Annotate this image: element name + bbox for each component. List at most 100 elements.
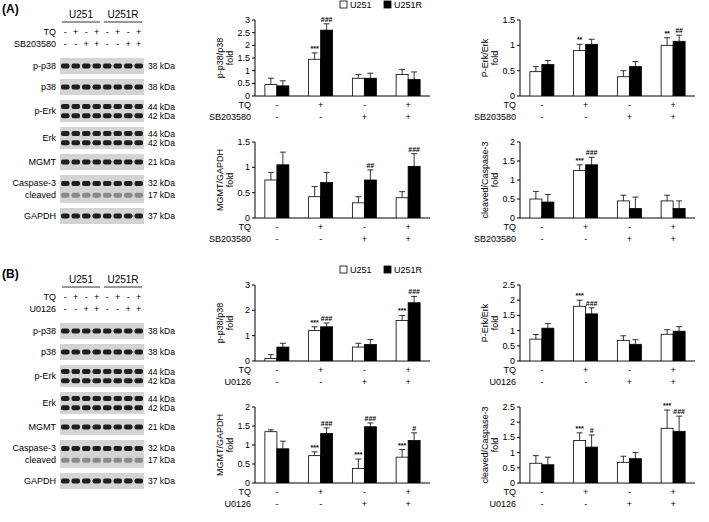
bar — [277, 347, 289, 361]
band — [93, 160, 102, 165]
band — [93, 378, 102, 383]
bar — [629, 459, 641, 483]
y-tick-label: 0.5 — [502, 463, 515, 473]
error-cap — [632, 452, 638, 453]
error-cap — [664, 37, 670, 38]
plot-marks — [530, 35, 685, 96]
error-bar — [577, 165, 583, 171]
row-label: Caspase-3 — [12, 178, 56, 188]
condition-label: U0126 — [224, 377, 251, 387]
error-bar — [533, 335, 539, 340]
condition-sign: - — [540, 100, 543, 110]
band — [103, 104, 112, 109]
band — [93, 350, 102, 355]
y-tick — [517, 300, 520, 301]
error-cap — [268, 172, 274, 173]
treatment-sign: + — [84, 304, 89, 314]
error-cap — [589, 157, 595, 158]
band — [82, 405, 91, 410]
band — [61, 214, 70, 219]
error-bar — [676, 416, 682, 431]
condition-sign: + — [670, 222, 675, 232]
error-cap — [545, 60, 551, 61]
band — [72, 396, 81, 401]
error-cap — [280, 80, 286, 81]
error-cap — [367, 339, 373, 340]
kda-label: 38 kDa — [148, 347, 175, 357]
y-tick — [252, 218, 255, 219]
condition-sign: - — [584, 377, 587, 387]
band — [135, 113, 144, 118]
y-tick-label: 1 — [245, 66, 250, 76]
band — [114, 350, 123, 355]
significance-labels: ***### — [311, 16, 333, 52]
error-cap — [324, 323, 330, 324]
chart: 00.511.522.53p-p38/p38fold***###TQ-+-+SB… — [209, 0, 430, 122]
y-tick — [517, 199, 520, 200]
error-cap — [355, 196, 361, 197]
legend-swatch — [340, 266, 347, 273]
treatment-sign: - — [85, 292, 88, 302]
band — [82, 396, 91, 401]
bar — [542, 202, 554, 218]
error-bar — [577, 300, 583, 306]
chart: 00.511.52MGMT/GAPDHfold*********#######T… — [215, 402, 430, 509]
treatment-sign: + — [126, 39, 131, 49]
error-cap — [367, 169, 373, 170]
condition-sign: + — [670, 377, 675, 387]
error-cap — [620, 456, 626, 457]
treatment-sign: + — [73, 27, 78, 37]
significance: *** — [576, 425, 584, 432]
band — [124, 378, 133, 383]
condition-sign: + — [318, 100, 323, 110]
treatment-sign: + — [136, 27, 141, 37]
band — [82, 329, 91, 334]
significance: *** — [398, 307, 406, 314]
treatment-sign: + — [136, 292, 141, 302]
error-cap — [620, 70, 626, 71]
condition-sign: - — [319, 112, 322, 122]
y-axis-label: MGMT/GAPDHfold — [215, 149, 235, 211]
kda-label: 17 kDa — [148, 190, 175, 200]
bar — [265, 180, 277, 218]
condition-sign: + — [670, 499, 675, 509]
error-bar — [411, 72, 417, 80]
treatment-sign: - — [106, 292, 109, 302]
error-line — [623, 71, 624, 77]
error-line — [591, 39, 592, 44]
bar — [629, 344, 641, 361]
treatment-sign: - — [85, 27, 88, 37]
band — [72, 378, 81, 383]
error-line — [314, 53, 315, 59]
y-tick-label: 2.5 — [237, 28, 250, 38]
plot-marks — [265, 24, 420, 96]
error-line — [579, 300, 580, 306]
error-line — [623, 456, 624, 462]
y-tick — [517, 483, 520, 484]
y-tick-label: 2 — [510, 295, 515, 305]
error-bar — [533, 191, 539, 199]
treatment-sign: + — [94, 292, 99, 302]
significance: ### — [321, 420, 333, 427]
bar — [277, 449, 289, 483]
error-cap — [367, 422, 373, 423]
treatment-sign: - — [74, 304, 77, 314]
band — [61, 446, 70, 451]
band — [124, 446, 133, 451]
condition-label: TQ — [504, 222, 517, 232]
condition-sign: + — [583, 222, 588, 232]
y-tick — [517, 361, 520, 362]
y-tick — [517, 180, 520, 181]
error-cap — [324, 172, 330, 173]
error-cap — [545, 194, 551, 195]
condition-label: SB203580 — [209, 234, 251, 244]
error-line — [402, 192, 403, 198]
error-line — [370, 73, 371, 78]
band — [135, 425, 144, 430]
error-line — [591, 308, 592, 314]
error-cap — [367, 73, 373, 74]
bar — [352, 469, 364, 483]
chart: 00.511.522.5P-Erk/Erkfold***###TQ-+-+U01… — [480, 280, 695, 387]
band — [114, 446, 123, 451]
y-tick-label: 3 — [245, 15, 250, 25]
